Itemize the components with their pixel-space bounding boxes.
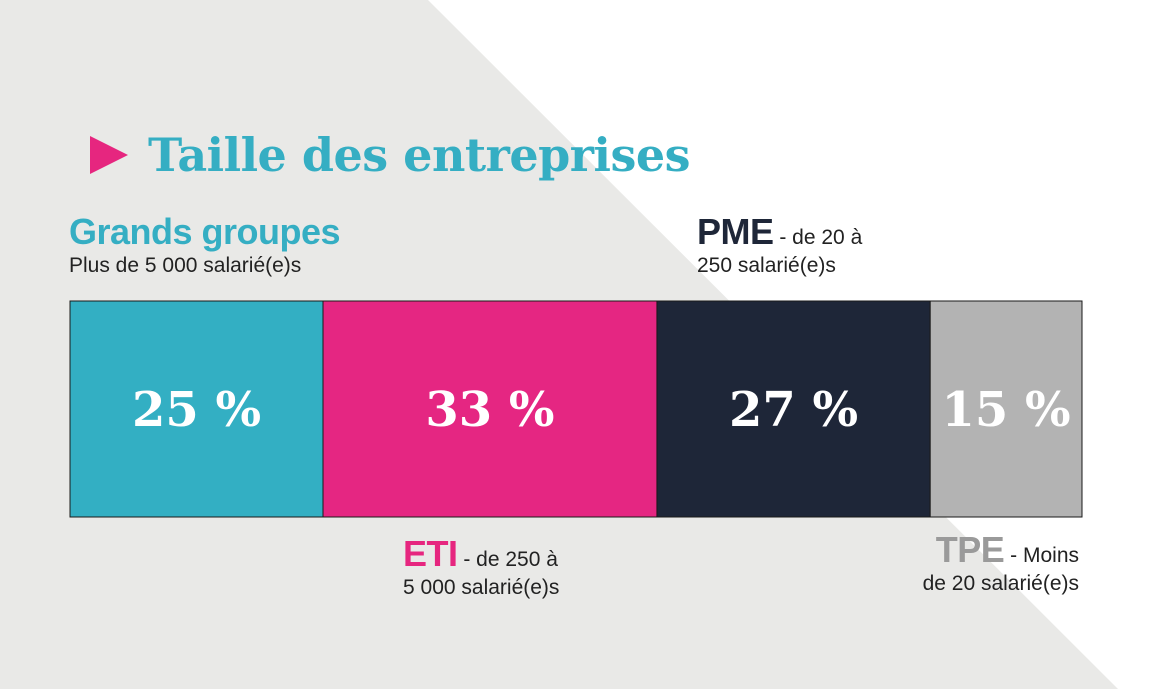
play-arrow-icon xyxy=(90,136,128,174)
category-name: ETI xyxy=(403,533,458,574)
bar-segment-pme xyxy=(656,300,931,518)
category-description-line2: de 20 salarié(e)s xyxy=(922,572,1079,596)
category-description: - de 250 à xyxy=(457,548,558,571)
data-label: 25 % xyxy=(132,382,261,438)
category-description-line2: 250 salarié(e)s xyxy=(697,254,836,278)
category-label-eti: ETI - de 250 à 5 000 salarié(e)s xyxy=(403,532,559,600)
category-label-pme: PME - de 20 à 250 salarié(e)s xyxy=(697,210,862,278)
category-description-line2: 5 000 salarié(e)s xyxy=(403,576,560,600)
bar-segment-eti xyxy=(322,300,658,518)
data-label: 15 % xyxy=(942,382,1071,438)
category-name: PME xyxy=(697,211,774,252)
category-label-grands-groupes: Grands groupes Plus de 5 000 salarié(e)s xyxy=(69,210,341,278)
data-label: 33 % xyxy=(425,382,554,438)
data-label: 27 % xyxy=(729,382,858,438)
category-name: Grands groupes xyxy=(69,211,341,252)
chart-title: Taille des entreprises xyxy=(148,128,691,182)
category-description: - de 20 à xyxy=(773,226,863,249)
bar-segment-tpe xyxy=(929,300,1083,518)
category-label-tpe: TPE - Moins de 20 salarié(e)s xyxy=(923,528,1079,596)
category-description: Plus de 5 000 salarié(e)s xyxy=(69,254,302,278)
title-row: Taille des entreprises xyxy=(90,128,691,182)
category-description: - Moins xyxy=(1004,544,1079,567)
bar-segment-grands-groupes xyxy=(69,300,324,518)
category-name: TPE xyxy=(935,529,1005,570)
